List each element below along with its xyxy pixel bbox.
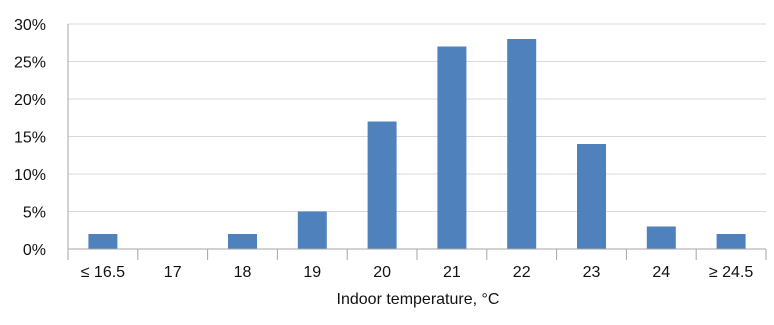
x-tick-label: 22 xyxy=(513,264,531,281)
bar-3 xyxy=(228,234,257,249)
bar-4 xyxy=(297,211,327,249)
bars xyxy=(88,39,746,249)
bar-7 xyxy=(507,39,537,249)
x-axis-title: Indoor temperature, °C xyxy=(337,291,500,308)
bar-10 xyxy=(716,234,746,249)
y-tick-label: 0% xyxy=(23,242,46,259)
x-tick-label: ≤ 16.5 xyxy=(81,264,125,281)
bar-1 xyxy=(88,234,118,249)
x-tick-label: 17 xyxy=(164,264,182,281)
bar-9 xyxy=(646,226,676,249)
x-tick-label: 18 xyxy=(234,264,252,281)
x-tick-label: 20 xyxy=(373,264,391,281)
bar-5 xyxy=(367,121,397,249)
bar-6 xyxy=(437,46,467,249)
y-tick-label: 25% xyxy=(14,55,46,72)
x-tick-label: 24 xyxy=(652,264,670,281)
y-tick-labels: 0% 5% 10% 15% 20% 25% 30% xyxy=(14,17,46,259)
x-tick-label: 19 xyxy=(303,264,321,281)
y-tick-label: 5% xyxy=(23,205,46,222)
y-tick-label: 30% xyxy=(14,17,46,34)
y-tick-label: 20% xyxy=(14,92,46,109)
x-tick-labels: ≤ 16.5 17 18 19 20 21 22 23 24 ≥ 24.5 xyxy=(81,264,754,281)
y-tick-label: 15% xyxy=(14,130,46,147)
y-tick-label: 10% xyxy=(14,167,46,184)
bar-8 xyxy=(577,144,606,249)
grid-lines xyxy=(68,23,766,212)
x-tick-label: 23 xyxy=(583,264,601,281)
x-tick-label: ≥ 24.5 xyxy=(709,264,753,281)
x-tick-label: 21 xyxy=(443,264,461,281)
axes xyxy=(67,24,767,260)
